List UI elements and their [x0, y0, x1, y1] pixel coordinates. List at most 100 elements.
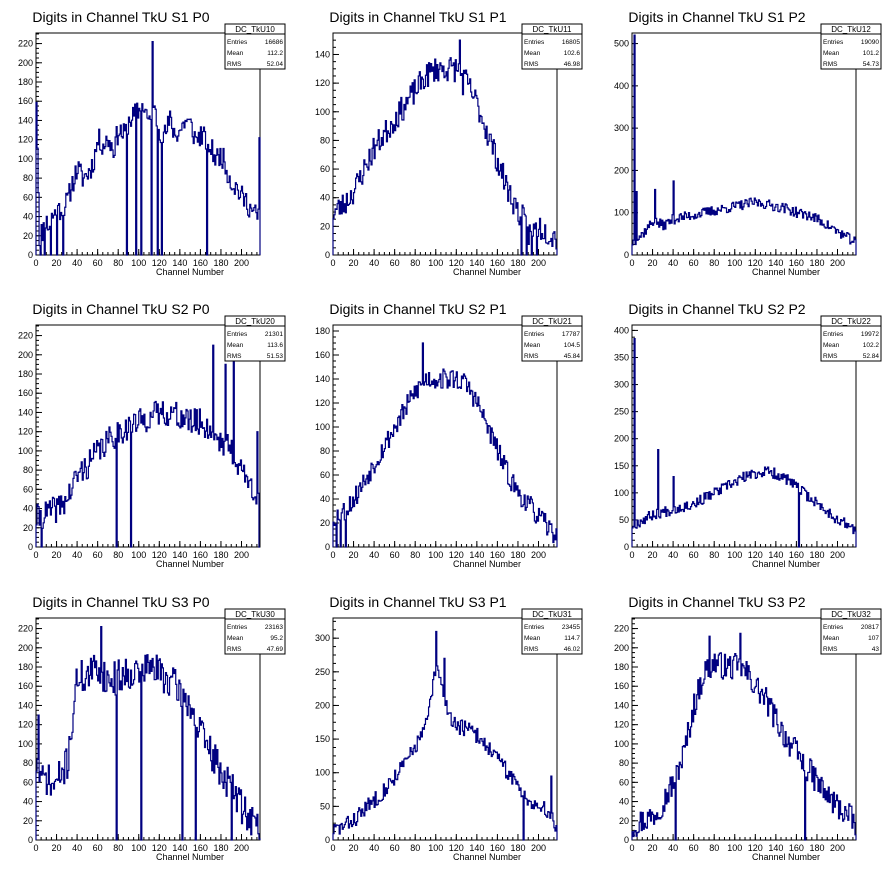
x-tick-label: 80	[410, 550, 420, 560]
x-tick-label: 140	[768, 843, 783, 853]
histogram-panel-2: Digits in Channel TkU S1 P20100200300400…	[614, 9, 882, 277]
y-tick-label: 500	[614, 39, 629, 49]
y-tick-label: 140	[18, 115, 33, 125]
y-tick-label: 0	[624, 835, 629, 845]
x-tick-label: 140	[768, 550, 783, 560]
stats-box	[521, 315, 583, 362]
x-tick-label: 40	[72, 843, 82, 853]
y-tick-label: 50	[619, 515, 629, 525]
y-tick-label: 100	[614, 488, 629, 498]
y-tick-label: 180	[18, 369, 33, 379]
y-tick-label: 0	[28, 542, 33, 552]
stats-label: Entries	[227, 331, 248, 338]
histogram-line	[332, 39, 558, 256]
y-tick-label: 100	[18, 446, 33, 456]
stats-title: DC_TkU21	[532, 317, 572, 326]
y-tick-label: 140	[614, 700, 629, 710]
y-tick-label: 80	[23, 465, 33, 475]
x-tick-label: 120	[748, 843, 763, 853]
histogram-line	[332, 342, 558, 548]
y-tick-label: 60	[320, 164, 330, 174]
y-tick-label: 20	[23, 816, 33, 826]
y-tick-label: 140	[315, 49, 330, 59]
x-tick-label: 60	[390, 843, 400, 853]
y-tick-label: 50	[320, 801, 330, 811]
x-tick-label: 200	[234, 843, 249, 853]
x-tick-label: 200	[830, 550, 845, 560]
x-tick-label: 200	[234, 258, 249, 268]
y-tick-label: 20	[23, 231, 33, 241]
x-tick-label: 180	[809, 258, 824, 268]
x-tick-label: 80	[410, 843, 420, 853]
y-tick-label: 160	[18, 681, 33, 691]
x-tick-label: 160	[193, 843, 208, 853]
y-tick-label: 100	[315, 107, 330, 117]
stats-label: Mean	[524, 635, 541, 642]
stats-label: Mean	[823, 50, 840, 57]
x-tick-label: 160	[490, 550, 505, 560]
y-tick-label: 140	[315, 374, 330, 384]
stats-label: RMS	[524, 353, 539, 360]
x-tick-label: 140	[469, 258, 484, 268]
y-tick-label: 200	[614, 643, 629, 653]
y-tick-label: 100	[18, 739, 33, 749]
stats-box	[820, 608, 882, 655]
y-tick-label: 0	[325, 835, 330, 845]
chart-title: Digits in Channel TkU S2 P1	[329, 301, 506, 317]
x-tick-label: 100	[131, 843, 146, 853]
y-tick-label: 220	[18, 624, 33, 634]
stats-value: 23163	[265, 624, 283, 631]
chart-title: Digits in Channel TkU S1 P1	[329, 9, 506, 25]
y-tick-label: 140	[18, 700, 33, 710]
stats-label: Entries	[823, 331, 844, 338]
stats-box	[224, 608, 286, 655]
plot-frame	[332, 32, 558, 256]
x-tick-label: 120	[449, 843, 464, 853]
y-tick-label: 160	[18, 96, 33, 106]
x-tick-label: 200	[234, 550, 249, 560]
x-tick-label: 80	[709, 550, 719, 560]
x-tick-label: 60	[93, 258, 103, 268]
x-tick-label: 180	[510, 550, 525, 560]
x-tick-label: 0	[33, 843, 38, 853]
stats-label: Mean	[227, 50, 244, 57]
stats-value: 102.6	[564, 50, 581, 57]
stats-value: 112.2	[267, 50, 283, 57]
x-tick-label: 200	[830, 258, 845, 268]
x-tick-label: 140	[469, 550, 484, 560]
x-tick-label: 120	[449, 258, 464, 268]
x-tick-label: 60	[93, 550, 103, 560]
stats-label: Entries	[227, 39, 248, 46]
y-tick-label: 220	[18, 39, 33, 49]
x-tick-label: 140	[469, 843, 484, 853]
x-tick-label: 180	[213, 843, 228, 853]
stats-value: 102.2	[863, 342, 880, 349]
stats-title: DC_TkU10	[235, 25, 275, 34]
x-tick-label: 20	[349, 550, 359, 560]
x-tick-label: 160	[490, 843, 505, 853]
y-tick-label: 250	[315, 667, 330, 677]
stats-label: Entries	[227, 624, 248, 631]
stats-label: RMS	[227, 646, 242, 653]
x-tick-label: 140	[172, 550, 187, 560]
histogram-panel-7: Digits in Channel TkU S3 P10501001502002…	[315, 594, 583, 862]
plot-frame	[631, 32, 857, 256]
stats-value: 113.6	[267, 342, 283, 349]
x-axis-label: Channel Number	[752, 559, 820, 569]
stats-label: RMS	[227, 353, 242, 360]
x-tick-label: 60	[93, 843, 103, 853]
x-tick-label: 20	[52, 843, 62, 853]
x-tick-label: 180	[510, 843, 525, 853]
y-tick-label: 400	[614, 325, 629, 335]
y-tick-label: 100	[614, 208, 629, 218]
y-tick-label: 220	[614, 624, 629, 634]
y-tick-label: 120	[315, 78, 330, 88]
stats-value: 16805	[562, 39, 580, 46]
stats-value: 19972	[861, 331, 879, 338]
x-tick-label: 60	[689, 550, 699, 560]
y-tick-label: 200	[18, 350, 33, 360]
stats-value: 51.53	[267, 353, 284, 360]
y-tick-label: 100	[315, 768, 330, 778]
stats-value: 107	[868, 635, 879, 642]
stats-label: RMS	[227, 61, 242, 68]
